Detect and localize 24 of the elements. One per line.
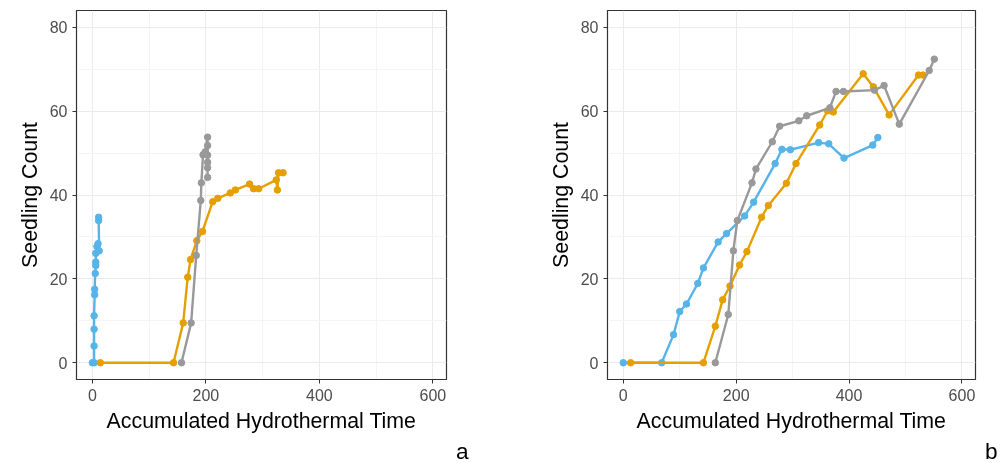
x-tick-label: 600 (419, 386, 447, 404)
y-tick-label: 0 (58, 354, 68, 372)
y-tick-label: 60 (49, 103, 68, 121)
x-tick-label: 400 (835, 386, 863, 404)
x-tick-label: 400 (306, 386, 333, 404)
x-tick-label: 0 (87, 386, 97, 404)
x-tick-label: 200 (722, 386, 750, 404)
y-tick-label: 80 (580, 19, 599, 37)
x-tick-label: 200 (192, 386, 220, 404)
y-tick-label: 40 (580, 187, 599, 204)
x-tick-label: 600 (948, 386, 976, 404)
y-tick-label: 60 (580, 103, 599, 121)
x-axis-title: Accumulated Hydrothermal Time (636, 408, 946, 433)
y-tick-label: 20 (580, 270, 599, 288)
y-axis-title: Seedling Count (548, 122, 573, 268)
x-axis-title: Accumulated Hydrothermal Time (106, 408, 416, 433)
y-axis-title: Seedling Count (17, 122, 42, 268)
y-tick-label: 20 (49, 270, 68, 288)
y-tick-label: 40 (49, 187, 68, 204)
text: b (984, 437, 998, 463)
text: a (455, 437, 469, 463)
y-tick-label: 80 (49, 19, 68, 37)
x-tick-label: 0 (618, 386, 628, 404)
y-tick-label: 0 (589, 354, 599, 372)
